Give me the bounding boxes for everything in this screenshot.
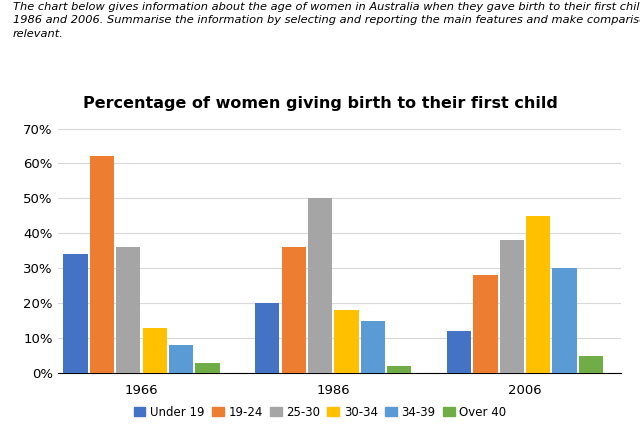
Bar bbox=[500, 240, 524, 373]
Bar bbox=[526, 216, 550, 373]
Bar bbox=[447, 331, 471, 373]
Bar bbox=[143, 328, 167, 373]
Bar bbox=[579, 356, 603, 373]
Bar bbox=[116, 247, 140, 373]
Bar bbox=[255, 303, 280, 373]
Bar bbox=[90, 157, 114, 373]
Bar bbox=[308, 198, 332, 373]
Bar bbox=[195, 363, 220, 373]
Text: Percentage of women giving birth to their first child: Percentage of women giving birth to thei… bbox=[83, 95, 557, 111]
Bar bbox=[387, 366, 412, 373]
Bar bbox=[282, 247, 306, 373]
Bar bbox=[552, 268, 577, 373]
Bar bbox=[473, 275, 497, 373]
Text: The chart below gives information about the age of women in Australia when they : The chart below gives information about … bbox=[13, 2, 640, 39]
Bar bbox=[169, 345, 193, 373]
Bar bbox=[63, 254, 88, 373]
Legend: Under 19, 19-24, 25-30, 30-34, 34-39, Over 40: Under 19, 19-24, 25-30, 30-34, 34-39, Ov… bbox=[129, 401, 511, 424]
Bar bbox=[334, 310, 358, 373]
Bar bbox=[360, 321, 385, 373]
